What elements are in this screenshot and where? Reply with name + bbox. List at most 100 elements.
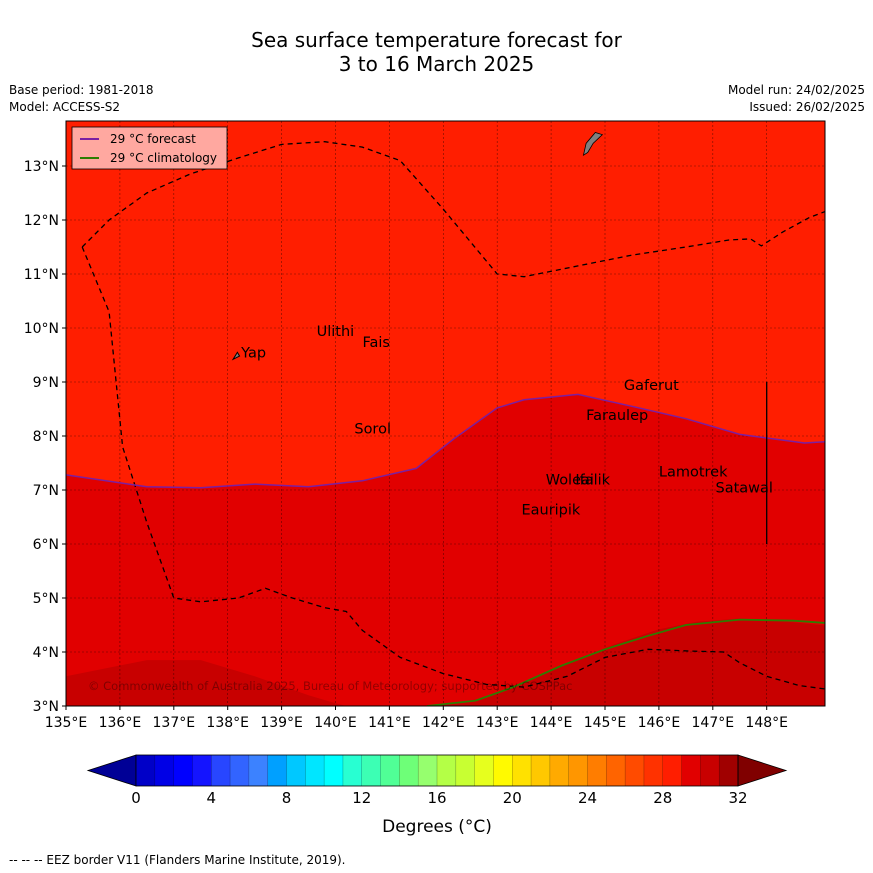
place-label-yap: Yap: [240, 346, 266, 362]
colorbar-label: Degrees (°C): [382, 817, 492, 837]
colorbar-tick-label: 20: [503, 789, 522, 807]
colorbar-tick-label: 0: [131, 789, 141, 807]
guam-island: [582, 132, 604, 157]
lon-tick-label: 141°E: [368, 715, 411, 731]
lon-tick-label: 144°E: [530, 715, 573, 731]
forecast-29c-line: [66, 393, 825, 489]
base-period: Base period: 1981-2018: [9, 83, 154, 97]
place-label-fais: Fais: [362, 335, 389, 351]
legend-box: [71, 126, 228, 170]
colorbar-tick-label: 8: [282, 789, 292, 807]
colorbar-tick-label: 24: [578, 789, 597, 807]
lon-tick-label: 143°E: [476, 715, 519, 731]
place-label-woleai: Woleai: [546, 473, 594, 489]
lon-tick-label: 148°E: [745, 715, 788, 731]
place-label-eauripik: Eauripik: [521, 502, 580, 518]
place-label-faraulep: Faraulep: [586, 408, 648, 424]
colorbar-cell: [324, 755, 344, 786]
colorbar-cell: [267, 755, 287, 786]
place-label-ifalik: Ifalik: [575, 473, 610, 489]
lon-tick-label: 146°E: [638, 715, 681, 731]
sst-band-31-32-east: [432, 618, 825, 706]
colorbar-tick-label: 16: [427, 789, 446, 807]
meta-left: Base period: 1981-2018 Model: ACCESS-S2: [9, 82, 154, 116]
lat-tick-label: 3°N: [33, 699, 59, 715]
colorbar-cell: [493, 755, 513, 786]
map-area: Yap Ulithi Fais Sorol Gaferut Faraulep WoleaiI…: [66, 121, 825, 706]
colorbar-cell: [700, 755, 720, 786]
colorbar-cell: [662, 755, 683, 786]
eez-border-south: [81, 246, 825, 690]
colorbar-cell: [549, 755, 570, 786]
place-label-satawal: Satawal: [715, 481, 772, 497]
colorbar-cell: [248, 755, 269, 786]
lat-tick-label: 11°N: [24, 267, 59, 283]
lat-tick-label: 13°N: [24, 159, 59, 175]
colorbar-cell: [230, 755, 250, 786]
colorbar-cell: [418, 755, 438, 786]
copyright-text: © Commonwealth of Australia 2025, Bureau…: [88, 679, 572, 693]
meta-right: Model run: 24/02/2025 Issued: 26/02/2025: [728, 82, 865, 116]
colorbar-cell: [625, 755, 645, 786]
lat-tick-label: 12°N: [24, 213, 59, 229]
model-name: Model: ACCESS-S2: [9, 100, 121, 114]
colorbar-tick-label: 12: [352, 789, 371, 807]
lon-tick-label: 145°E: [584, 715, 627, 731]
colorbar-under-arrow: [86, 754, 137, 787]
colorbar-cell: [512, 755, 532, 786]
map-frame: [65, 120, 826, 707]
yap-island: [231, 351, 241, 361]
legend-label: 29 °C forecast: [110, 132, 196, 146]
lat-tick-label: 7°N: [33, 483, 59, 499]
colorbar-cell: [455, 755, 476, 786]
lon-tick-label: 137°E: [153, 715, 196, 731]
lon-tick-label: 147°E: [692, 715, 735, 731]
issued-date: Issued: 26/02/2025: [749, 100, 865, 114]
colorbar-cell: [568, 755, 588, 786]
colorbar-tick-label: 28: [653, 789, 672, 807]
model-run: Model run: 24/02/2025: [727, 83, 865, 97]
sst-band-30-31: [66, 394, 825, 706]
colorbar-cell: [587, 755, 607, 786]
climatology-29c-line: [427, 618, 825, 706]
colorbar-tick-label: 4: [206, 789, 216, 807]
colorbar-cell: [211, 755, 231, 786]
colorbar-cell: [719, 755, 739, 786]
lat-tick-label: 10°N: [24, 321, 59, 337]
place-label-gaferut: Gaferut: [624, 378, 679, 394]
eez-footnote: -- -- -- EEZ border V11 (Flanders Marine…: [9, 853, 346, 867]
lon-tick-label: 136°E: [99, 715, 142, 731]
sst-band-31-32-west: [66, 660, 347, 706]
colorbar-cell: [380, 755, 400, 786]
lon-tick-label: 142°E: [422, 715, 465, 731]
colorbar-cell: [437, 755, 457, 786]
colorbar-cell: [399, 755, 419, 786]
title-line-1: Sea surface temperature forecast for: [251, 28, 622, 52]
chart-title: Sea surface temperature forecast for 3 t…: [0, 28, 873, 76]
colorbar-cell: [305, 755, 325, 786]
place-label-sorol: Sorol: [354, 421, 391, 437]
lat-tick-label: 5°N: [33, 591, 59, 607]
place-label-ulithi: Ulithi: [317, 324, 355, 340]
colorbar-cell: [173, 755, 193, 786]
lat-tick-label: 9°N: [33, 375, 59, 391]
colorbar-cell: [136, 755, 156, 786]
colorbar-cell: [192, 755, 212, 786]
colorbar-cell: [643, 755, 664, 786]
colorbar-cell: [474, 755, 494, 786]
lat-tick-label: 6°N: [33, 537, 59, 553]
legend-label: 29 °C climatology: [110, 151, 217, 165]
colorbar-cell: [681, 755, 701, 786]
colorbar-cell: [361, 755, 382, 786]
lon-tick-label: 135°E: [45, 715, 88, 731]
lon-tick-label: 138°E: [206, 715, 249, 731]
lat-tick-label: 4°N: [33, 645, 59, 661]
colorbar-cell: [286, 755, 306, 786]
colorbar-cell: [342, 755, 363, 786]
place-label-lamotrek: Lamotrek: [659, 465, 728, 481]
title-line-2: 3 to 16 March 2025: [338, 52, 535, 76]
colorbar-cell: [606, 755, 626, 786]
colorbar-tick-label: 32: [728, 789, 747, 807]
colorbar-cell: [531, 755, 551, 786]
